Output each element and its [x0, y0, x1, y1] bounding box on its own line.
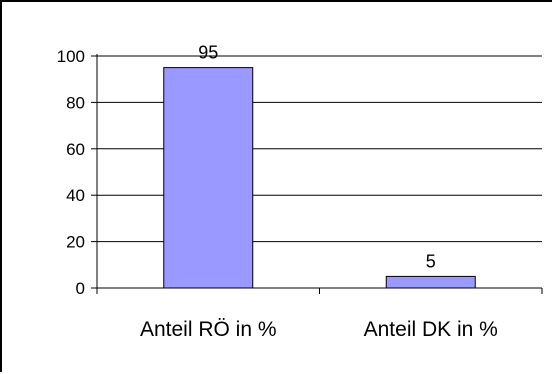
category-label: Anteil DK in % [364, 318, 498, 341]
category-label: Anteil RÖ in % [140, 318, 277, 341]
bar-1 [163, 67, 254, 289]
y-tick-label: 60 [66, 140, 85, 159]
y-tick-label: 40 [66, 186, 85, 205]
y-tick-label: 80 [66, 93, 85, 112]
data-label: 5 [426, 251, 436, 271]
bar-2 [385, 275, 476, 289]
y-tick-label: 0 [76, 279, 85, 298]
y-tick-label: 20 [66, 233, 85, 252]
data-label: 95 [198, 43, 218, 63]
y-tick-label: 100 [57, 47, 85, 66]
